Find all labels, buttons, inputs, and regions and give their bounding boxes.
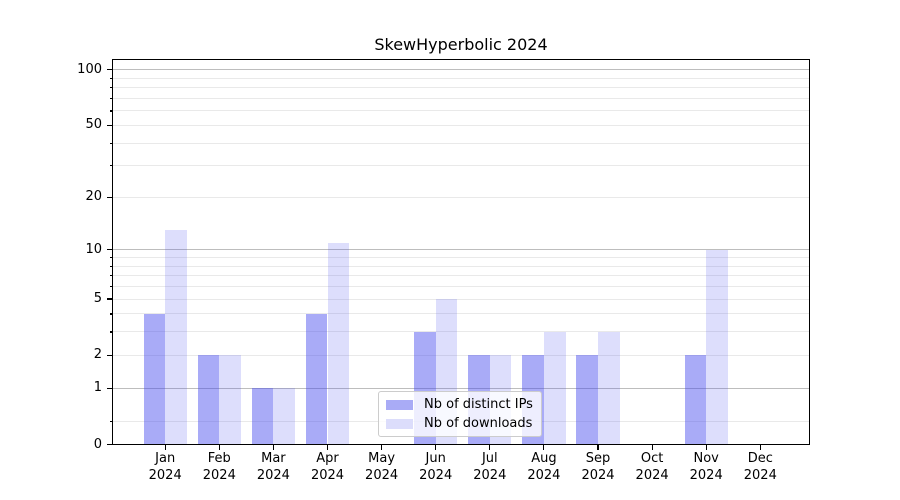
y-minor-tick-mark [109,142,112,144]
y-minor-tick-mark [109,87,112,89]
x-tick-mark [759,445,761,450]
y-tick-label: 1 [93,380,102,396]
y-minor-tick-mark [109,298,112,300]
x-tick-mark [435,445,437,450]
y-tick-mark [107,249,112,251]
x-tick-label-jun: Jun 2024 [419,451,453,483]
x-tick-mark [705,445,707,450]
y-tick-label: 50 [85,117,102,133]
x-tick-mark [218,445,220,450]
y-minor-tick-mark [109,286,112,288]
y-tick-mark [107,387,112,389]
y-minor-tick-mark [109,124,112,127]
x-tick-mark [326,445,329,450]
bar-aug-downloads [543,331,566,445]
y-minor-tick-mark [109,77,112,80]
y-tick-label: 2 [93,347,102,363]
minor-gridline [113,124,809,126]
x-tick-mark [597,445,599,450]
legend-item-distinct-ips: Nb of distinct IPs [386,396,534,412]
y-tick-label: 5 [93,291,102,307]
bar-apr-downloads [327,242,350,445]
x-tick-mark [164,445,166,450]
y-tick-mark [107,69,112,71]
minor-gridline [113,265,809,267]
x-tick-label-may: May 2024 [365,451,399,483]
bar-nov-downloads [706,249,728,445]
minor-gridline [113,275,809,277]
bar-sep-downloads [598,331,620,445]
chart-title: SkewHyperbolic 2024 [374,35,548,54]
x-tick-label-mar: Mar 2024 [256,451,290,483]
minor-gridline [113,286,809,288]
bar-sep-distinct-ips [576,355,598,445]
legend-swatch-downloads [386,418,413,429]
x-tick-label-sep: Sep 2024 [581,451,615,483]
bar-feb-distinct-ips [197,355,220,445]
minor-gridline [113,257,809,259]
y-minor-tick-mark [109,275,112,277]
y-minor-tick-mark [109,165,112,167]
y-tick-label: 100 [77,61,102,77]
y-minor-tick-mark [109,110,112,112]
y-minor-tick-mark [109,265,112,267]
minor-gridline [113,331,809,333]
minor-gridline [113,313,809,315]
y-tick-mark [107,443,112,446]
bar-feb-downloads [219,355,241,445]
minor-gridline [113,196,809,198]
minor-gridline [113,87,809,89]
y-minor-tick-mark [109,331,112,333]
y-minor-tick-mark [109,97,112,100]
y-minor-tick-mark [109,257,112,259]
y-minor-tick-mark [109,420,112,423]
bar-jan-downloads [165,230,187,445]
x-tick-mark [651,445,653,450]
bar-mar-downloads [273,388,296,445]
major-gridline [113,249,809,251]
legend-item-downloads: Nb of downloads [386,415,534,431]
minor-gridline [113,110,809,112]
x-tick-label-feb: Feb 2024 [202,451,236,483]
y-tick-label: 20 [85,189,102,205]
x-tick-mark [272,445,274,450]
major-gridline [113,387,809,389]
x-tick-label-dec: Dec 2024 [743,451,777,483]
y-minor-tick-mark [109,313,112,315]
x-tick-mark [543,445,545,450]
x-tick-label-oct: Oct 2024 [635,451,669,483]
x-tick-label-jan: Jan 2024 [148,451,182,483]
x-tick-label-nov: Nov 2024 [689,451,723,483]
y-tick-label: 0 [93,436,102,452]
legend: Nb of distinct IPs Nb of downloads [378,391,542,437]
bar-jan-distinct-ips [143,313,166,445]
minor-gridline [113,77,809,79]
bar-apr-distinct-ips [305,313,328,445]
x-tick-label-aug: Aug 2024 [527,451,561,483]
legend-label-distinct-ips: Nb of distinct IPs [424,396,533,412]
legend-swatch-distinct-ips [386,399,413,410]
minor-gridline [113,354,809,356]
y-minor-tick-mark [109,354,112,356]
bar-mar-distinct-ips [251,388,274,445]
minor-gridline [113,298,809,300]
minor-gridline [113,97,809,99]
x-tick-mark [381,445,383,450]
x-tick-mark [489,445,491,450]
legend-label-downloads: Nb of downloads [424,415,533,431]
x-tick-label-apr: Apr 2024 [310,451,345,483]
y-minor-tick-mark [109,196,112,199]
major-gridline [113,69,809,71]
y-tick-label: 10 [85,241,102,257]
bar-nov-distinct-ips [684,355,707,445]
minor-gridline [113,165,809,167]
x-tick-label-jul: Jul 2024 [473,451,507,483]
minor-gridline [113,142,809,144]
